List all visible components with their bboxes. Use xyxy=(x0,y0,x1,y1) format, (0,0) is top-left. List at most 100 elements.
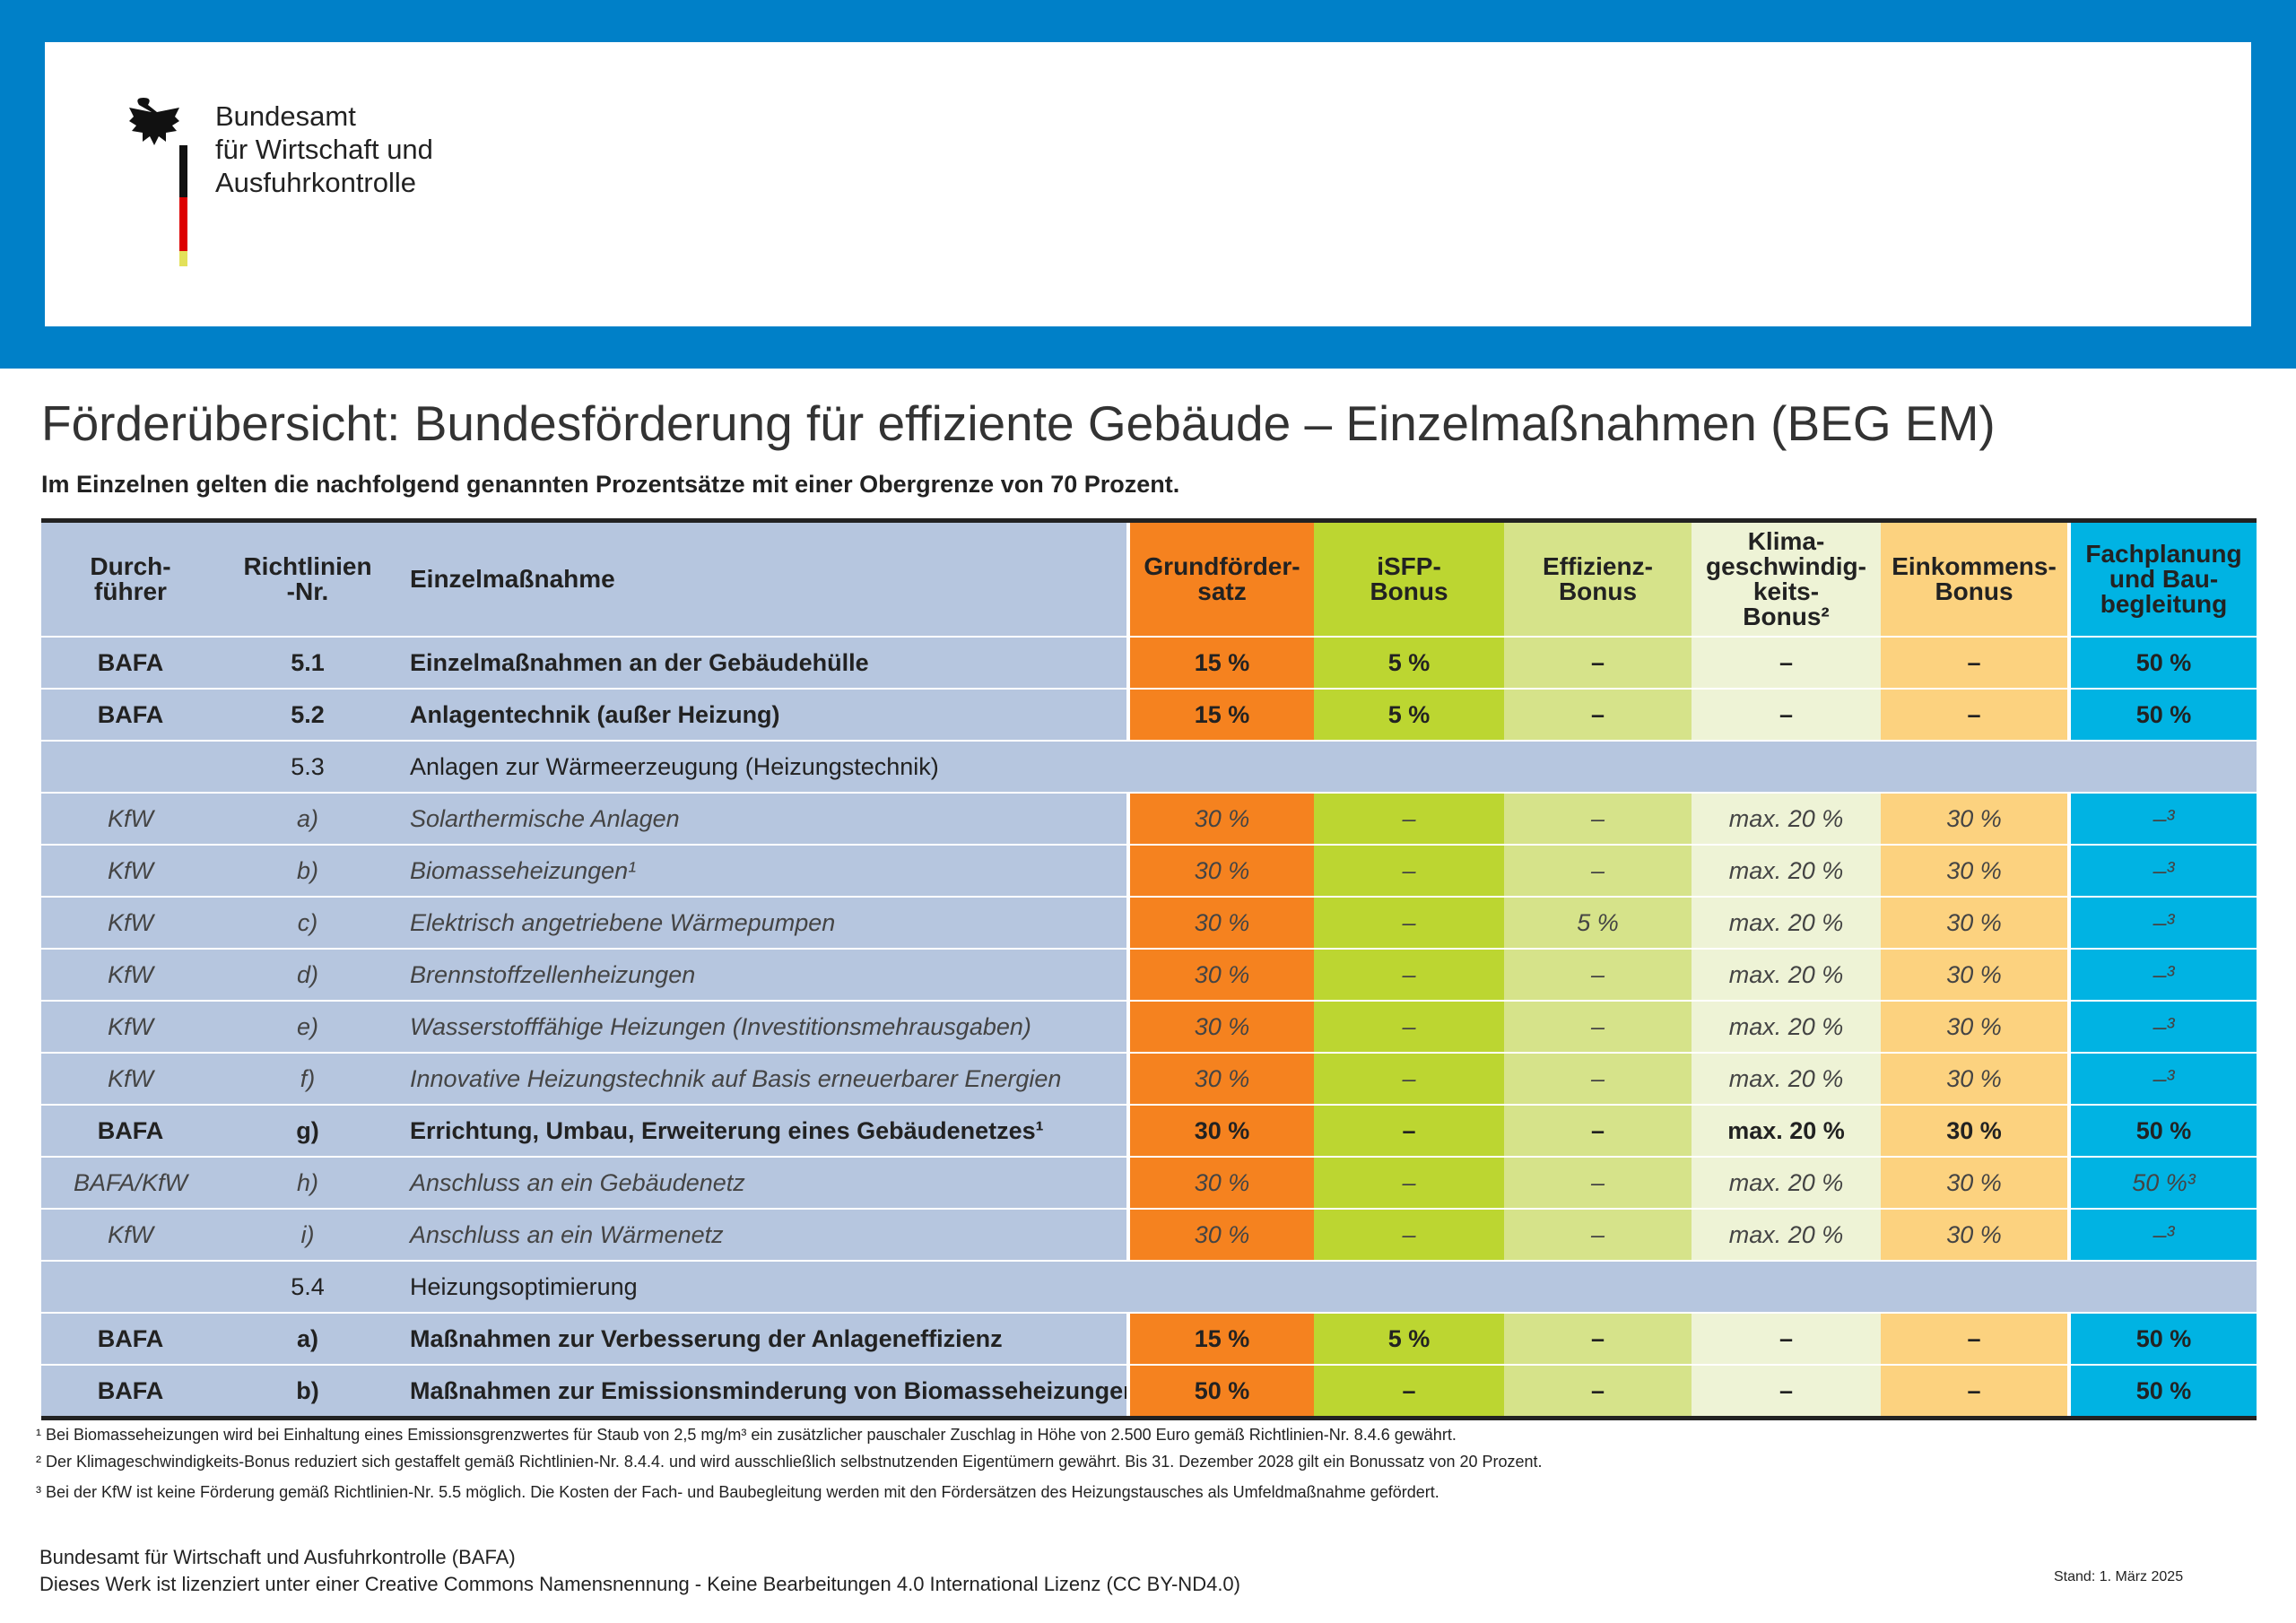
cell: – xyxy=(1314,1365,1504,1419)
eagle xyxy=(129,98,179,145)
cell xyxy=(41,741,220,794)
cell: – xyxy=(1314,793,1504,846)
cell: max. 20 % xyxy=(1692,1157,1881,1210)
cell: –³ xyxy=(2067,845,2257,898)
cell: Anlagentechnik (außer Heizung) xyxy=(396,689,1128,742)
cell: a) xyxy=(220,1313,396,1366)
cell: Maßnahmen zur Emissionsminderung von Bio… xyxy=(396,1365,1128,1419)
cell: KfW xyxy=(41,845,220,898)
logo-text: Bundesamt für Wirtschaft und Ausfuhrkont… xyxy=(215,100,433,198)
cell: Elektrisch angetriebene Wärmepumpen xyxy=(396,897,1128,950)
table-row: KfW e) Wasserstofffähige Heizungen (Invest… xyxy=(41,1001,2257,1054)
header-box: Bundesamt für Wirtschaft und Ausfuhrkont… xyxy=(45,42,2251,326)
subtitle: Im Einzelnen gelten die nachfolgend gena… xyxy=(41,471,1180,498)
cell: 30 % xyxy=(1126,1105,1314,1158)
cell: Anschluss an ein Wärmenetz xyxy=(396,1209,1128,1262)
cell: – xyxy=(1314,1001,1504,1054)
cell: d) xyxy=(220,949,396,1002)
cell: 30 % xyxy=(1126,1001,1314,1054)
cell: KfW xyxy=(41,897,220,950)
cell: – xyxy=(1881,1313,2069,1366)
cell: – xyxy=(1314,949,1504,1002)
cell: – xyxy=(1692,689,1881,742)
cell: 50 % xyxy=(2067,1105,2257,1158)
cell: 30 % xyxy=(1881,1105,2069,1158)
cell: – xyxy=(1504,1209,1692,1262)
cell: Errichtung, Umbau, Erweiterung eines Geb… xyxy=(396,1105,1128,1158)
cell: – xyxy=(1504,689,1692,742)
cell: max. 20 % xyxy=(1692,1001,1881,1054)
cell: 30 % xyxy=(1881,793,2069,846)
cell: b) xyxy=(220,845,396,898)
column-header: Einzelmaßnahme xyxy=(396,520,1128,638)
cell: 30 % xyxy=(1126,897,1314,950)
table-row: BAFA/KfW h) Anschluss an ein Gebäudenetz 30… xyxy=(41,1157,2257,1210)
cell: – xyxy=(1692,1313,1881,1366)
cell: – xyxy=(1314,1157,1504,1210)
cell: 30 % xyxy=(1881,1209,2069,1262)
cell: Einzelmaßnahmen an der Gebäudehülle xyxy=(396,637,1128,690)
cell: KfW xyxy=(41,949,220,1002)
cell: max. 20 % xyxy=(1692,1053,1881,1106)
cell: 15 % xyxy=(1126,637,1314,690)
cell: – xyxy=(1314,1209,1504,1262)
cell: BAFA xyxy=(41,1313,220,1366)
table-row: KfW d) Brennstoffzellenheizungen 30 % – – max.… xyxy=(41,949,2257,1002)
cell: – xyxy=(1881,1365,2069,1419)
cell: f) xyxy=(220,1053,396,1106)
cell: – xyxy=(1504,1053,1692,1106)
cell: 30 % xyxy=(1126,793,1314,846)
cell: 5.3 xyxy=(220,741,396,794)
cell: – xyxy=(1314,1053,1504,1106)
cell: Heizungsoptimierung xyxy=(396,1261,2257,1314)
cell: KfW xyxy=(41,793,220,846)
cell: e) xyxy=(220,1001,396,1054)
table-row: KfW i) Anschluss an ein Wärmenetz 30 % – – max… xyxy=(41,1209,2257,1262)
column-header: Grundförder- satz xyxy=(1126,520,1314,638)
cell: KfW xyxy=(41,1001,220,1054)
column-header: Einkommens- Bonus xyxy=(1881,520,2069,638)
cell: –³ xyxy=(2067,897,2257,950)
cell: 5.4 xyxy=(220,1261,396,1314)
cell: – xyxy=(1504,1313,1692,1366)
cell: 30 % xyxy=(1881,1157,2069,1210)
cell xyxy=(41,1261,220,1314)
cell: 50 % xyxy=(2067,1313,2257,1366)
cell: – xyxy=(1692,637,1881,690)
date: Stand: 1. März 2025 xyxy=(2054,1569,2184,1584)
cell: max. 20 % xyxy=(1692,1209,1881,1262)
cell: – xyxy=(1881,637,2069,690)
cell: Innovative Heizungstechnik auf Basis ern… xyxy=(396,1053,1128,1106)
cell: 5.1 xyxy=(220,637,396,690)
cell: 5 % xyxy=(1504,897,1692,950)
cell: Wasserstofffähige Heizungen (Investition… xyxy=(396,1001,1128,1054)
column-header: Klima- geschwindig- keits- Bonus² xyxy=(1692,520,1881,638)
cell: BAFA xyxy=(41,689,220,742)
cell: – xyxy=(1504,949,1692,1002)
cell: – xyxy=(1314,1105,1504,1158)
table-row: KfW a) Solarthermische Anlagen 30 % – – max. 2… xyxy=(41,793,2257,846)
table-row: KfW b) Biomasseheizungen¹ 30 % – – max. 20 % 30… xyxy=(41,845,2257,898)
cell: KfW xyxy=(41,1209,220,1262)
cell: –³ xyxy=(2067,1209,2257,1262)
cell: 50 % xyxy=(2067,689,2257,742)
column-header: Fachplanung und Bau- begleitung xyxy=(2067,520,2257,638)
cell: – xyxy=(1504,1365,1692,1419)
footnote: ¹ Bei Biomasseheizungen wird bei Einhalt… xyxy=(36,1426,1457,1444)
logo xyxy=(129,98,187,266)
cell: 30 % xyxy=(1126,845,1314,898)
cell: – xyxy=(1504,637,1692,690)
flag-red xyxy=(179,197,187,251)
cell: Brennstoffzellenheizungen xyxy=(396,949,1128,1002)
cell: – xyxy=(1314,845,1504,898)
cell: 30 % xyxy=(1881,949,2069,1002)
cell: 30 % xyxy=(1881,1001,2069,1054)
table-row: BAFA b) Maßnahmen zur Emissionsminderung v… xyxy=(41,1365,2257,1419)
table-row: BAFA 5.2 Anlagentechnik (außer Heizung) 15 … xyxy=(41,689,2257,742)
cell: max. 20 % xyxy=(1692,897,1881,950)
cell: – xyxy=(1881,689,2069,742)
cell: Solarthermische Anlagen xyxy=(396,793,1128,846)
column-header: Effizienz- Bonus xyxy=(1504,520,1692,638)
